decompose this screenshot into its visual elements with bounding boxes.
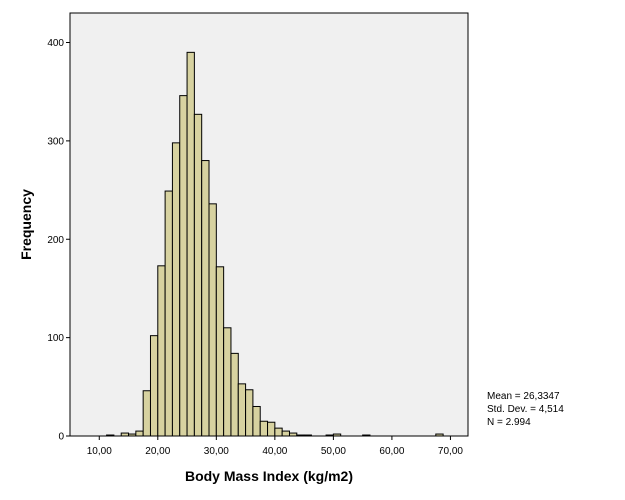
x-tick-label: 20,00 — [145, 446, 170, 457]
histogram-bar — [252, 405, 261, 437]
stat-n: N = 2.994 — [487, 417, 531, 428]
histogram-bar — [215, 266, 225, 437]
histogram-bar — [128, 433, 137, 437]
histogram-bar — [223, 327, 232, 437]
histogram-bar — [149, 335, 159, 437]
histogram-bar — [362, 434, 371, 437]
histogram-bar — [208, 203, 217, 437]
histogram-bar — [106, 434, 115, 437]
histogram-bar — [201, 160, 210, 437]
x-tick-label: 30,00 — [204, 446, 229, 457]
histogram-bar — [259, 420, 269, 437]
histogram-bar — [325, 434, 334, 437]
histogram-bar — [179, 95, 188, 437]
histogram-bar — [142, 390, 151, 437]
y-axis-title: Frequency — [18, 189, 34, 260]
x-tick-label: 10,00 — [87, 446, 112, 457]
y-tick-label: 100 — [47, 333, 64, 344]
histogram-bar — [267, 421, 276, 437]
y-tick-label: 200 — [47, 235, 64, 246]
histogram-bar — [135, 430, 144, 437]
stat-std-dev: Std. Dev. = 4,514 — [487, 404, 564, 415]
x-tick-label: 50,00 — [321, 446, 346, 457]
y-tick-label: 0 — [58, 432, 64, 443]
x-tick-label: 60,00 — [379, 446, 404, 457]
histogram-bar — [303, 434, 312, 437]
histogram-bar — [157, 265, 166, 437]
histogram-bar — [281, 430, 290, 437]
histogram-bar — [193, 113, 203, 437]
stat-mean: Mean = 26,3347 — [487, 391, 560, 402]
histogram-bar — [288, 432, 298, 437]
histogram-bar — [164, 190, 173, 437]
plot-area — [69, 12, 469, 437]
histogram-bar — [230, 352, 239, 437]
x-axis-title: Body Mass Index (kg/m2) — [185, 468, 353, 484]
x-tick-label: 40,00 — [262, 446, 287, 457]
y-axis: 0 100 200 300 400 — [47, 38, 70, 443]
y-tick-label: 400 — [47, 38, 64, 49]
histogram-bar — [274, 427, 283, 437]
histogram-bar — [245, 389, 254, 437]
histogram-bar — [296, 434, 305, 437]
x-axis: 10,00 20,00 30,00 40,00 50,00 60,00 70,00 — [87, 436, 463, 457]
statistics-box: Mean = 26,3347 Std. Dev. = 4,514 N = 2.9… — [487, 390, 564, 429]
histogram-bar — [332, 433, 342, 437]
y-tick-label: 300 — [47, 136, 64, 147]
histogram-bar — [186, 51, 195, 437]
x-tick-label: 70,00 — [438, 446, 463, 457]
bars — [106, 51, 444, 437]
histogram-bar — [120, 432, 130, 437]
histogram-bar — [435, 433, 444, 437]
histogram-bar — [237, 383, 247, 437]
histogram-bar — [171, 142, 181, 437]
